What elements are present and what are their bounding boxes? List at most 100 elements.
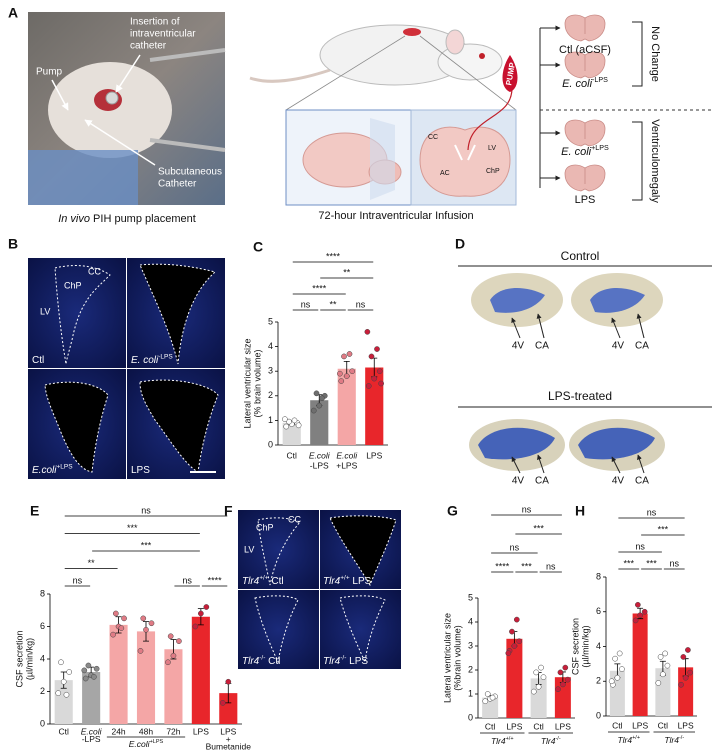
data-point (203, 604, 210, 610)
y-tick-label: 0 (40, 718, 45, 728)
data-point (511, 643, 518, 649)
data-point (557, 669, 564, 676)
x-tick-label: LPS (555, 721, 571, 731)
label-text: Ctl (265, 656, 280, 667)
y-axis-label: (%brain volume) (452, 625, 462, 691)
infusion-diagram (249, 24, 518, 206)
significance-label: ns (510, 542, 520, 552)
x-tick-label: LPS (506, 721, 522, 731)
surgery-photo (28, 12, 226, 205)
x-tick-label: +LPS (336, 460, 357, 470)
superscript: -LPS (592, 76, 608, 84)
y-axis-label: Lateral ventricular size (442, 613, 452, 703)
data-point (538, 664, 544, 671)
outcome-label: No Change (649, 26, 661, 82)
data-point (349, 368, 356, 375)
significance-label: ns (356, 299, 366, 309)
y-axis-label: (µl/min/kg) (580, 625, 590, 667)
data-point (482, 698, 489, 705)
data-point (560, 681, 566, 688)
data-point (662, 650, 669, 657)
data-point (374, 346, 380, 352)
x-tick-label: -LPS (82, 734, 101, 744)
y-tick-label: 4 (40, 653, 45, 663)
data-point (60, 678, 67, 685)
x-tick-label: LPS (220, 726, 236, 736)
x-tick-label: E.coli (81, 726, 103, 736)
data-point (513, 616, 520, 623)
data-point (484, 691, 491, 697)
significance-label: **** (208, 575, 223, 585)
label: CC (288, 514, 301, 524)
arrow-label: CA (535, 341, 549, 352)
y-tick-label: 3 (468, 640, 473, 650)
data-point (489, 694, 496, 701)
y-tick-label: 0 (268, 439, 273, 449)
condition-label: LPS (575, 194, 596, 206)
significance-label: **** (326, 251, 341, 261)
label-text: Tlr4 (323, 576, 341, 587)
data-point (687, 669, 694, 676)
superscript: +/+ (340, 574, 350, 581)
data-point (341, 353, 347, 360)
x-tick-label: 48h (139, 726, 153, 736)
x-tick-label: Ctl (533, 721, 544, 731)
significance-label: ns (669, 558, 679, 568)
data-point (167, 633, 174, 640)
x-tick-label: LPS (632, 720, 648, 730)
x-tick-label: LPS (678, 720, 694, 730)
significance-label: ** (343, 267, 351, 277)
bar (506, 638, 523, 718)
data-point (310, 407, 317, 414)
photo-label: Pump (36, 67, 63, 78)
data-point (63, 691, 70, 698)
label-text: E. coli (131, 355, 159, 366)
condition-label: Ctl (aCSF) (559, 44, 611, 56)
label-text: LPS (346, 656, 368, 667)
arrow-label: 4V (512, 341, 525, 352)
data-point (143, 626, 149, 633)
superscript: -/- (340, 654, 346, 661)
data-point (657, 654, 664, 660)
significance-label: ** (329, 299, 337, 309)
label-text: LPS (350, 576, 372, 587)
superscript: +/+ (632, 735, 640, 741)
y-tick-label: 2 (596, 676, 601, 686)
significance-label: *** (623, 558, 634, 568)
data-point (110, 631, 116, 638)
arrow-label: CA (535, 476, 549, 487)
data-point (291, 417, 298, 424)
data-point (540, 674, 547, 681)
label-text: Tlr4 (617, 735, 632, 745)
panel-letter: H (575, 503, 585, 519)
data-point (176, 638, 182, 644)
data-point (316, 402, 323, 409)
data-point (533, 669, 540, 676)
arrow-label: CA (635, 476, 649, 487)
data-point (378, 380, 384, 387)
y-tick-label: 5 (468, 592, 473, 602)
caption-italic: In vivo (58, 213, 90, 225)
data-point (680, 654, 687, 660)
data-point (509, 628, 515, 635)
panel-letter: C (253, 239, 263, 255)
label-text: Tlr4 (323, 656, 341, 667)
y-axis-label: CSF secretion (570, 618, 580, 675)
y-tick-label: 0 (596, 710, 601, 720)
label-text: LPS (575, 194, 596, 206)
y-tick-label: 3 (268, 366, 273, 376)
panel-letter: A (8, 5, 18, 21)
label-text: Tlr4 (242, 656, 260, 667)
condition-label: E. coli-LPS (131, 353, 173, 365)
y-axis-label: Lateral ventricular size (242, 338, 252, 428)
superscript: +/+ (506, 736, 514, 742)
data-point (82, 675, 89, 682)
data-point (376, 368, 383, 375)
group-label: Tlr4+/+ (617, 735, 640, 745)
label-text: E.coli (129, 739, 151, 749)
data-point (313, 390, 320, 397)
y-tick-label: 2 (40, 686, 45, 696)
label: ChP (486, 168, 500, 175)
condition-label: LPS (131, 465, 150, 476)
